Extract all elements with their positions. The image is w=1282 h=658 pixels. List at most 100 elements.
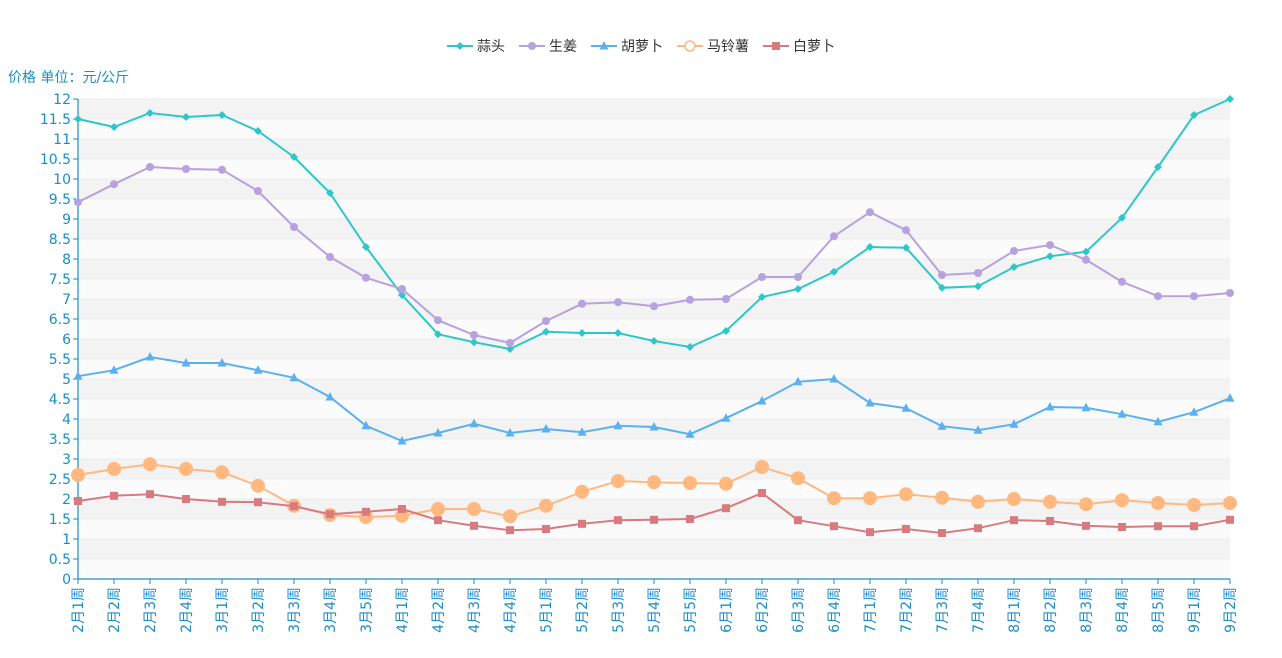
legend-symbol-icon bbox=[447, 42, 473, 50]
data-point bbox=[1046, 517, 1054, 525]
data-point bbox=[722, 327, 730, 335]
data-point bbox=[1046, 241, 1054, 249]
data-point bbox=[506, 526, 514, 535]
data-point bbox=[254, 127, 262, 135]
data-point bbox=[829, 374, 839, 383]
data-point bbox=[218, 165, 226, 174]
y-tick-label: 6 bbox=[62, 332, 71, 348]
data-point bbox=[613, 420, 623, 430]
data-point bbox=[433, 428, 443, 437]
x-tick-label: 4月3周 bbox=[467, 587, 483, 633]
series-0 bbox=[74, 95, 1234, 353]
data-point bbox=[866, 208, 874, 217]
data-point bbox=[110, 491, 118, 500]
data-point bbox=[109, 365, 119, 374]
legend-item-0[interactable]: 蒜头 bbox=[447, 36, 505, 56]
data-point bbox=[973, 425, 983, 434]
x-tick-label: 8月4周 bbox=[1115, 587, 1131, 633]
legend-item-4[interactable]: 白萝卜 bbox=[763, 36, 835, 56]
data-point bbox=[1225, 393, 1235, 402]
data-point bbox=[1010, 516, 1018, 525]
legend-symbol-icon bbox=[763, 42, 789, 50]
data-point bbox=[398, 291, 406, 299]
data-point bbox=[935, 490, 949, 505]
plot-band bbox=[78, 179, 1230, 199]
x-tick-label: 8月1周 bbox=[1007, 587, 1023, 633]
y-tick-label: 8.5 bbox=[49, 232, 71, 248]
plot-band bbox=[78, 139, 1230, 159]
x-tick-label: 2月2周 bbox=[107, 587, 123, 633]
data-point bbox=[902, 243, 910, 252]
data-point bbox=[901, 403, 911, 412]
data-point bbox=[74, 497, 82, 505]
data-point bbox=[686, 295, 694, 304]
data-point bbox=[290, 502, 298, 511]
legend-item-2[interactable]: 胡萝卜 bbox=[591, 36, 663, 56]
data-point bbox=[218, 497, 226, 506]
data-point bbox=[107, 462, 121, 476]
data-point bbox=[1190, 292, 1198, 301]
data-point bbox=[1151, 496, 1165, 510]
data-point bbox=[431, 502, 445, 516]
data-point bbox=[289, 372, 299, 382]
data-point bbox=[362, 273, 370, 282]
x-tick-label: 4月4周 bbox=[503, 587, 519, 633]
data-point bbox=[1007, 492, 1021, 506]
data-point bbox=[578, 299, 586, 308]
data-point bbox=[758, 293, 766, 301]
data-point bbox=[722, 295, 730, 303]
data-point bbox=[1118, 523, 1126, 531]
y-tick-label: 12 bbox=[53, 92, 71, 108]
data-point bbox=[757, 396, 767, 405]
data-point bbox=[650, 302, 658, 311]
legend-item-3[interactable]: 马铃薯 bbox=[677, 36, 749, 56]
data-point bbox=[362, 507, 370, 516]
y-tick-label: 8 bbox=[62, 252, 71, 268]
y-axis-label: 价格 单位：元/公斤 bbox=[8, 70, 130, 86]
data-point bbox=[326, 510, 334, 519]
data-point bbox=[1189, 407, 1199, 416]
legend-marker bbox=[528, 42, 536, 50]
data-point bbox=[1079, 497, 1093, 512]
data-point bbox=[1118, 277, 1126, 286]
x-tick-label: 7月3周 bbox=[935, 587, 951, 633]
data-point bbox=[938, 283, 946, 292]
series-3 bbox=[71, 457, 1237, 524]
data-point bbox=[1154, 522, 1162, 531]
data-point bbox=[686, 515, 694, 523]
x-tick-label: 3月1周 bbox=[215, 587, 231, 633]
plot-band bbox=[78, 199, 1230, 219]
data-point bbox=[143, 457, 157, 472]
data-point bbox=[1081, 402, 1091, 412]
data-point bbox=[793, 376, 803, 386]
data-point bbox=[1187, 498, 1201, 512]
x-tick-label: 8月5周 bbox=[1151, 587, 1167, 633]
data-point bbox=[467, 502, 481, 516]
data-point bbox=[251, 478, 265, 493]
x-tick-label: 6月2周 bbox=[755, 587, 771, 633]
legend-marker bbox=[456, 42, 464, 50]
data-point bbox=[794, 285, 802, 293]
data-point bbox=[827, 491, 841, 506]
data-point bbox=[146, 163, 154, 171]
series-2 bbox=[73, 352, 1235, 445]
data-point bbox=[938, 529, 946, 537]
data-point bbox=[1045, 402, 1055, 411]
legend-item-1[interactable]: 生姜 bbox=[519, 36, 577, 56]
data-point bbox=[398, 285, 406, 293]
data-point bbox=[71, 468, 85, 482]
legend-symbol-icon bbox=[519, 42, 545, 50]
data-point bbox=[215, 465, 229, 480]
series-4 bbox=[74, 489, 1234, 537]
y-tick-label: 5 bbox=[62, 372, 71, 388]
data-point bbox=[1226, 95, 1234, 103]
y-tick-label: 9.5 bbox=[49, 192, 71, 208]
y-tick-label: 4.5 bbox=[49, 392, 71, 408]
x-tick-label: 9月2周 bbox=[1223, 587, 1239, 633]
data-point bbox=[722, 504, 730, 513]
data-point bbox=[470, 331, 478, 339]
data-point bbox=[902, 525, 910, 533]
data-point bbox=[902, 226, 910, 235]
x-tick-label: 2月1周 bbox=[71, 587, 87, 633]
